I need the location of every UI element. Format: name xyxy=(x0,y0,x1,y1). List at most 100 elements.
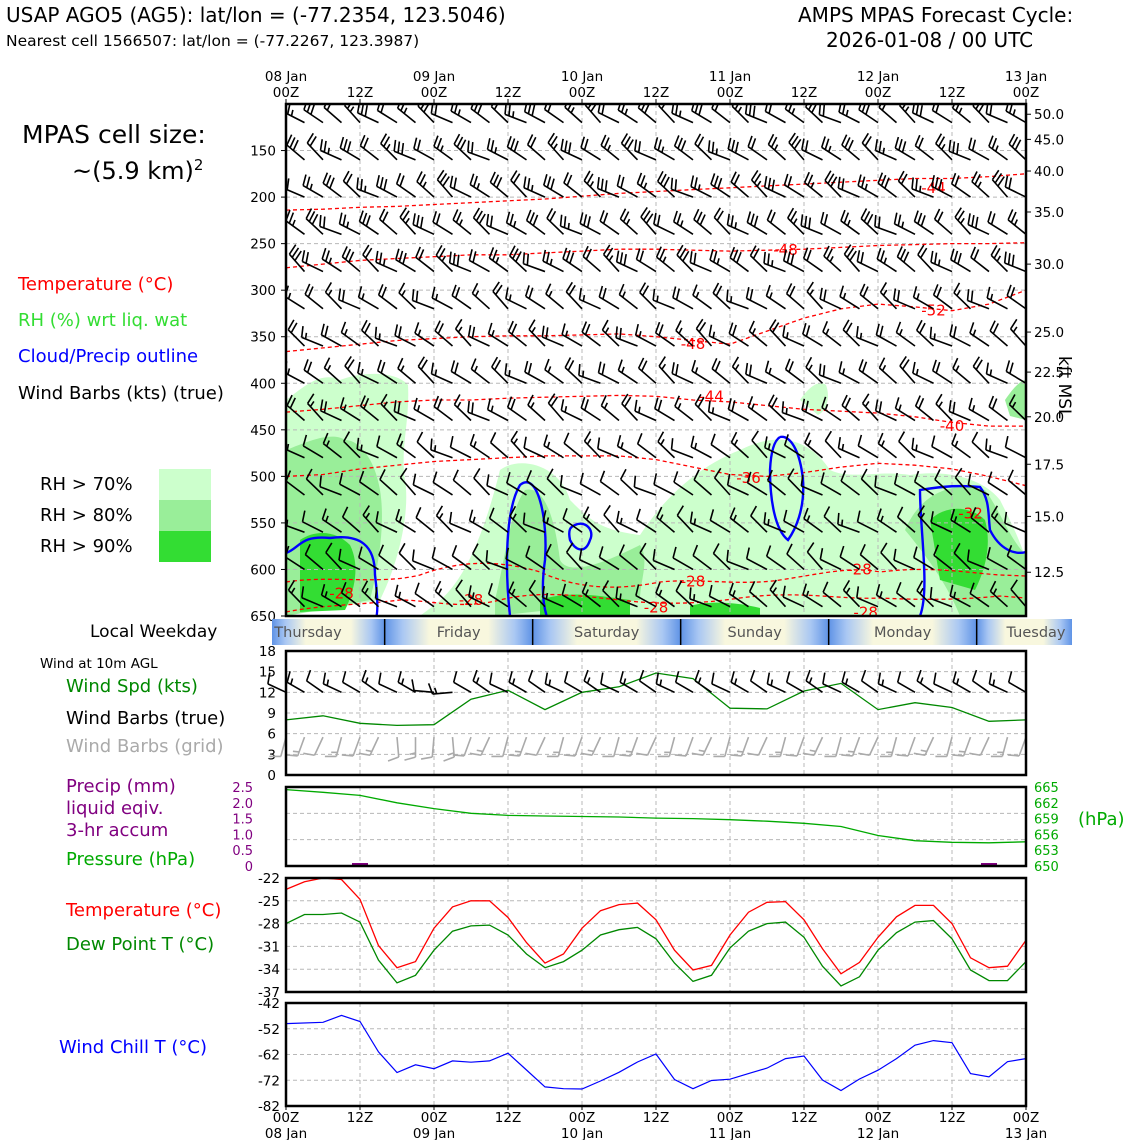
barb-feather xyxy=(656,214,661,227)
barb-half-feather xyxy=(508,294,512,301)
barb-half-feather xyxy=(919,677,924,684)
wind-barb xyxy=(489,432,509,459)
barb-half-feather xyxy=(770,679,774,686)
wind-barb xyxy=(450,360,472,384)
wind-barb xyxy=(782,325,805,347)
legend-rh90-swatch xyxy=(159,531,211,562)
barb-feather xyxy=(692,284,698,296)
wind-barb xyxy=(988,135,1008,161)
precip-bar xyxy=(981,863,997,866)
wind-barb xyxy=(935,133,953,161)
weekday-label: Sunday xyxy=(728,625,783,641)
wind-barb xyxy=(584,104,602,124)
barb-feather xyxy=(582,245,589,257)
barb-feather xyxy=(913,546,918,558)
barb-feather xyxy=(978,104,985,113)
barb-feather xyxy=(639,282,647,293)
barb-feather xyxy=(468,249,473,261)
barb-feather xyxy=(708,584,713,597)
barb-half-feather xyxy=(989,369,993,376)
barb-half-feather xyxy=(693,518,697,525)
barb-feather xyxy=(508,245,516,257)
wind-barb xyxy=(971,171,990,198)
barb-feather xyxy=(394,584,399,597)
bottom-hour-label: 12Z xyxy=(643,1110,669,1126)
barb-feather xyxy=(952,357,959,369)
wind-barb xyxy=(547,132,565,161)
barb-feather xyxy=(901,141,907,153)
barb-feather xyxy=(674,395,681,407)
barb-feather xyxy=(808,217,812,229)
barb-staff xyxy=(286,605,287,607)
wind-barb xyxy=(653,212,675,236)
legend-cloud-outline: Cloud/Precip outline xyxy=(18,346,199,367)
barb-feather xyxy=(489,432,497,444)
barb-half-feather xyxy=(378,333,381,340)
barb-staff xyxy=(506,482,527,496)
barb-feather xyxy=(459,139,467,151)
barb-half-feather xyxy=(349,106,355,113)
barb-feather xyxy=(820,136,826,148)
barb-feather xyxy=(469,173,475,185)
barb-staff xyxy=(709,519,731,533)
barb-feather xyxy=(358,470,365,483)
barb-feather xyxy=(289,137,296,149)
wind-barb-grid xyxy=(491,736,509,758)
barb-feather xyxy=(1014,139,1022,151)
wind-barb xyxy=(970,246,990,273)
barb-feather xyxy=(802,583,808,595)
barb-half-feather xyxy=(842,292,847,300)
barb-feather xyxy=(620,104,626,113)
barb-staff xyxy=(675,590,694,608)
barb-feather xyxy=(919,247,928,259)
barb-half-feather xyxy=(584,589,589,596)
barb-feather xyxy=(1008,177,1013,189)
wind-barb-grid xyxy=(896,736,916,757)
barb-half-feather xyxy=(416,404,421,412)
top-hour-label: 12Z xyxy=(643,85,669,101)
barb-feather xyxy=(618,283,625,295)
barb-feather xyxy=(507,320,514,332)
barb-staff xyxy=(431,737,435,758)
barb-feather xyxy=(564,104,568,108)
barb-feather xyxy=(767,394,775,406)
wind-barb xyxy=(580,396,601,422)
wind-barb xyxy=(690,175,712,198)
wind-barb xyxy=(559,474,583,496)
barb-feather xyxy=(876,508,882,520)
barb-feather xyxy=(763,512,767,524)
barb-staff xyxy=(518,736,528,757)
barb-half-feather xyxy=(475,677,480,684)
barb-feather xyxy=(769,211,776,224)
barb-feather xyxy=(938,178,943,191)
barb-feather xyxy=(472,207,481,219)
barb-feather xyxy=(528,579,536,591)
wind-barb xyxy=(471,282,491,310)
barb-feather xyxy=(616,174,621,187)
barb-feather xyxy=(286,394,293,406)
barb-feather xyxy=(431,547,436,559)
barb-feather xyxy=(635,248,641,260)
wind-barb xyxy=(763,512,786,533)
wind-barb xyxy=(969,582,990,608)
wind-barb xyxy=(524,360,546,384)
barb-half-feather xyxy=(659,514,664,521)
barb-feather xyxy=(967,213,971,225)
barb-feather xyxy=(306,393,315,404)
barb-feather xyxy=(929,326,933,339)
wind-barb xyxy=(469,173,490,198)
barb-feather xyxy=(527,394,534,406)
barb-staff xyxy=(414,592,435,608)
barb-feather xyxy=(707,140,711,152)
barb-feather xyxy=(434,580,442,592)
barb-half-feather xyxy=(512,111,515,118)
barb-feather xyxy=(764,104,769,112)
wind-barb xyxy=(991,169,1009,198)
weekday-band xyxy=(828,619,977,645)
barb-feather xyxy=(270,171,276,181)
wind-barb xyxy=(486,138,509,161)
barb-feather xyxy=(860,669,867,682)
barb-feather xyxy=(991,137,998,150)
barb-feather xyxy=(590,104,597,113)
